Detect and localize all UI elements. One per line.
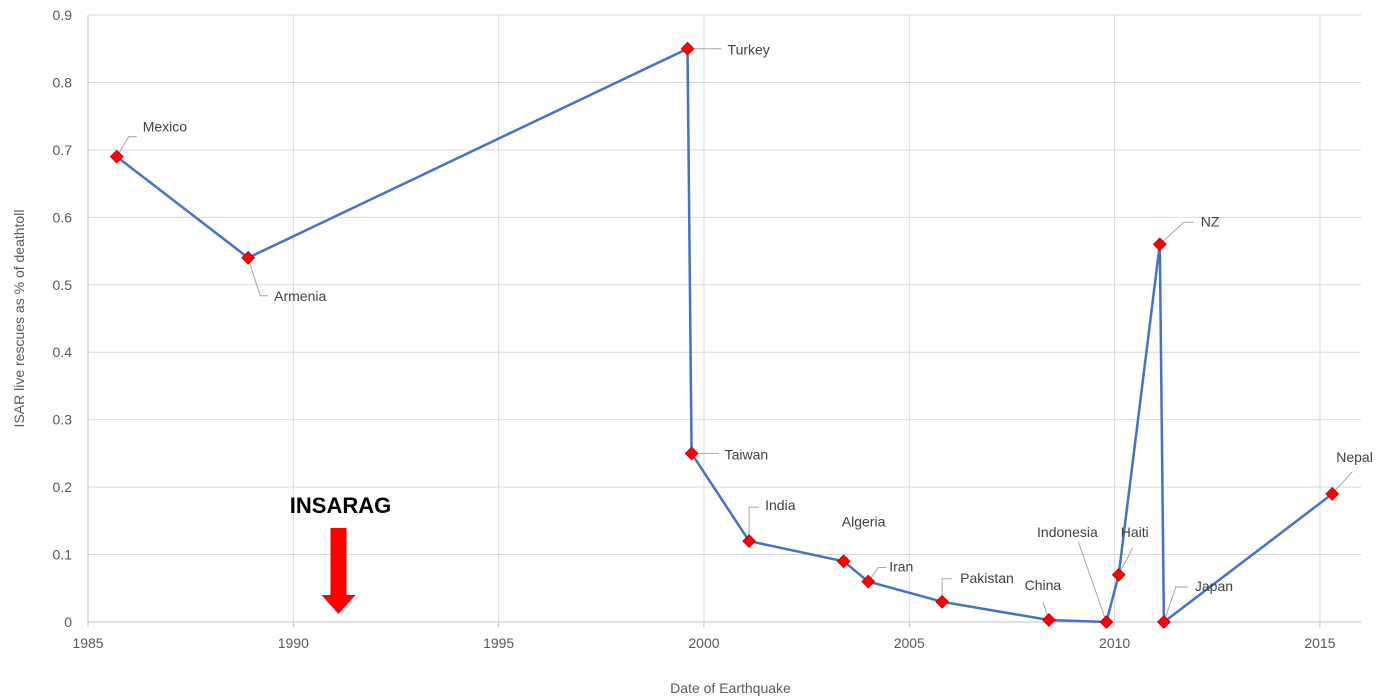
leader-line — [941, 578, 953, 602]
point-label: Armenia — [274, 288, 326, 304]
point-label: Japan — [1195, 578, 1233, 594]
point-labels: Mexico Armenia Turkey Taiwan India Algeria Ira… — [143, 42, 1373, 594]
data-point-marker — [1099, 615, 1114, 629]
data-point-marker — [1156, 615, 1171, 629]
point-label: NZ — [1201, 213, 1220, 229]
insarag-annotation: INSARAG — [290, 493, 391, 614]
leader-line — [247, 257, 269, 297]
x-tick-label: 2015 — [1304, 635, 1335, 651]
y-tick-label: 0.2 — [53, 479, 73, 495]
data-markers — [109, 41, 1340, 629]
data-point-marker — [935, 594, 950, 609]
data-point-marker — [1111, 567, 1126, 582]
point-label: Mexico — [143, 119, 188, 135]
x-tick-label: 1985 — [72, 635, 103, 651]
data-point-marker — [1152, 237, 1167, 252]
point-label: Turkey — [728, 42, 770, 58]
leader-line — [1159, 221, 1194, 245]
data-point-marker — [1041, 613, 1056, 627]
y-tick-label: 0.5 — [53, 277, 73, 293]
leader-line — [116, 136, 137, 157]
y-tick-label: 0.6 — [53, 209, 73, 225]
label-leader-lines — [116, 48, 1353, 623]
x-tick-label: 2000 — [688, 635, 719, 651]
data-point-marker — [684, 446, 699, 461]
data-point-marker — [1325, 486, 1340, 501]
point-label: China — [1025, 577, 1062, 593]
x-tick-label: 1995 — [483, 635, 514, 651]
series-line — [115, 47, 1334, 624]
y-tick-label: 0.4 — [53, 344, 73, 360]
leader-line — [1077, 541, 1107, 623]
x-axis-ticks: 1985 1990 1995 2000 2005 2010 2015 — [72, 635, 1335, 651]
y-tick-label: 0.8 — [53, 74, 73, 90]
data-point-marker — [742, 534, 757, 548]
data-point-marker — [680, 41, 695, 56]
leader-line — [1163, 586, 1188, 623]
point-label: Pakistan — [960, 570, 1014, 586]
x-tick-label: 2005 — [894, 635, 925, 651]
data-point-marker — [861, 574, 876, 589]
x-axis-title: Date of Earthquake — [670, 680, 791, 696]
point-label: Indonesia — [1037, 524, 1098, 540]
y-tick-label: 0.7 — [53, 142, 73, 158]
gridlines — [88, 14, 1361, 622]
leader-line — [867, 567, 887, 582]
x-tick-label: 1990 — [278, 635, 309, 651]
leader-line — [748, 506, 760, 542]
point-label: Taiwan — [725, 446, 769, 462]
y-axis-title: ISAR live rescues as % of deathtoll — [11, 210, 27, 428]
y-tick-label: 0 — [64, 614, 72, 630]
y-tick-label: 0.3 — [53, 412, 73, 428]
y-tick-label: 0.1 — [53, 547, 73, 563]
data-point-marker — [109, 149, 124, 164]
point-label: Haiti — [1121, 524, 1149, 540]
point-label: India — [765, 497, 796, 513]
point-label: Nepal — [1336, 449, 1373, 465]
axes — [87, 15, 1361, 627]
data-point-marker — [241, 250, 256, 265]
y-axis-ticks: 0 0.1 0.2 0.3 0.4 0.5 0.6 0.7 0.8 0.9 — [53, 7, 73, 630]
x-tick-label: 2010 — [1099, 635, 1130, 651]
insarag-label: INSARAG — [290, 493, 391, 518]
y-tick-label: 0.9 — [53, 7, 73, 23]
down-arrow-icon — [321, 528, 356, 614]
data-point-marker — [836, 554, 851, 569]
leader-line — [1331, 471, 1353, 495]
point-label: Algeria — [842, 513, 886, 529]
point-label: Iran — [889, 559, 913, 575]
